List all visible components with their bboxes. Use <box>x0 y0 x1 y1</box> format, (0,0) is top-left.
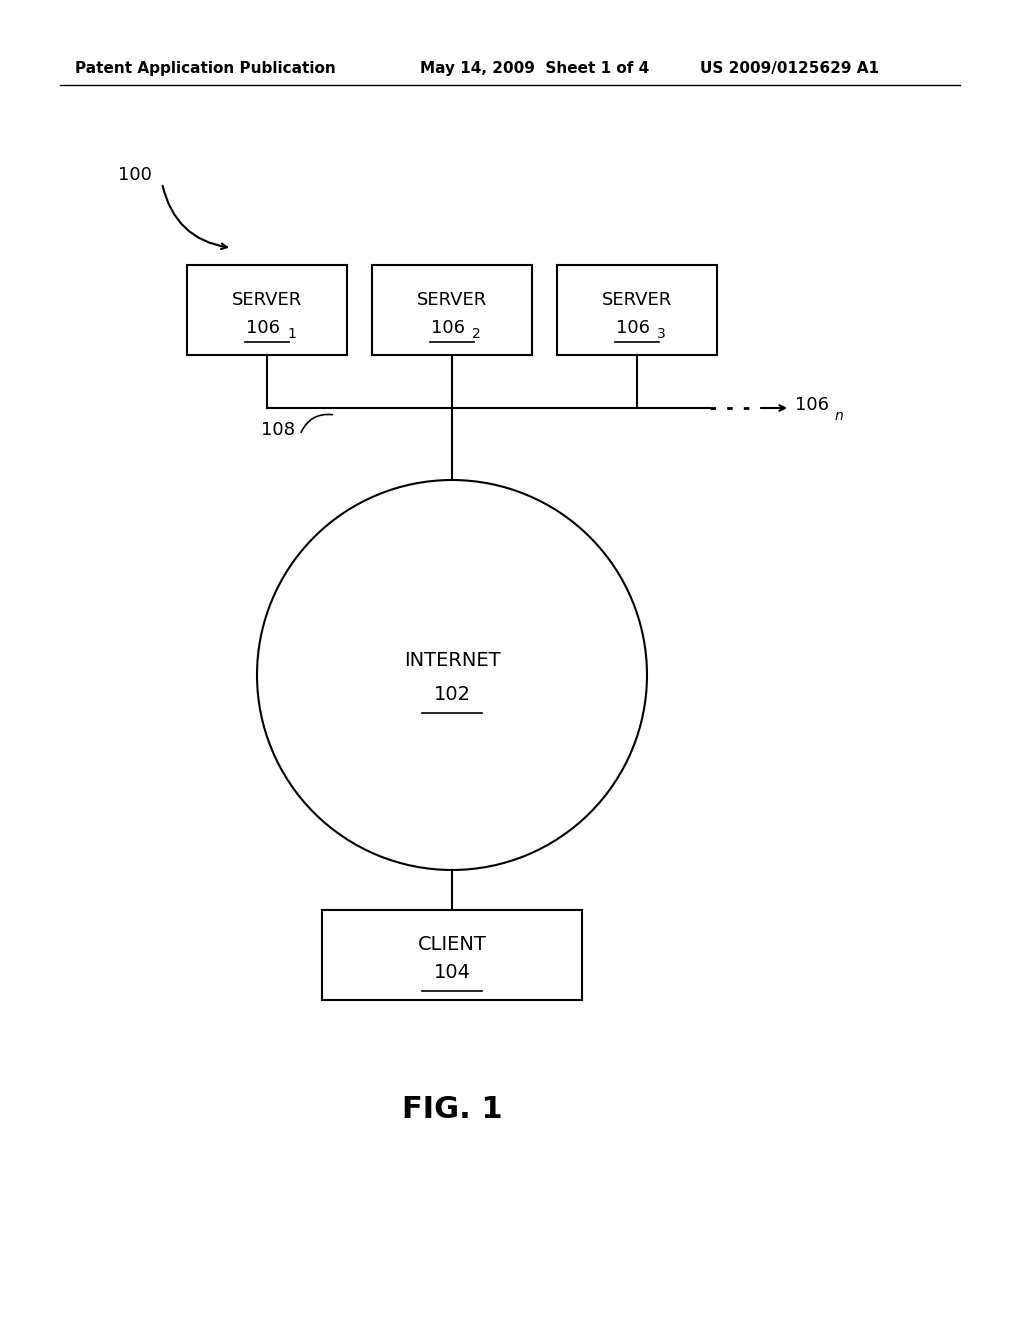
Text: 106: 106 <box>616 319 650 337</box>
Text: 108: 108 <box>261 421 295 440</box>
Text: Patent Application Publication: Patent Application Publication <box>75 61 336 75</box>
Text: SERVER: SERVER <box>231 290 302 309</box>
Text: 1: 1 <box>287 327 296 341</box>
Text: INTERNET: INTERNET <box>403 651 501 669</box>
Text: 100: 100 <box>118 166 152 183</box>
Bar <box>187 265 347 355</box>
Text: n: n <box>835 409 844 422</box>
Text: 2: 2 <box>472 327 480 341</box>
Text: 3: 3 <box>657 327 666 341</box>
Text: SERVER: SERVER <box>417 290 487 309</box>
Text: 106: 106 <box>795 396 829 414</box>
Text: 106: 106 <box>431 319 465 337</box>
Bar <box>372 265 532 355</box>
Text: FIG. 1: FIG. 1 <box>401 1096 503 1125</box>
Text: US 2009/0125629 A1: US 2009/0125629 A1 <box>700 61 879 75</box>
Bar <box>557 265 717 355</box>
Text: May 14, 2009  Sheet 1 of 4: May 14, 2009 Sheet 1 of 4 <box>420 61 649 75</box>
Text: CLIENT: CLIENT <box>418 936 486 954</box>
Bar <box>322 909 582 1001</box>
Text: 106: 106 <box>246 319 280 337</box>
Text: 102: 102 <box>433 685 470 705</box>
Text: 104: 104 <box>433 964 470 982</box>
Text: SERVER: SERVER <box>602 290 672 309</box>
